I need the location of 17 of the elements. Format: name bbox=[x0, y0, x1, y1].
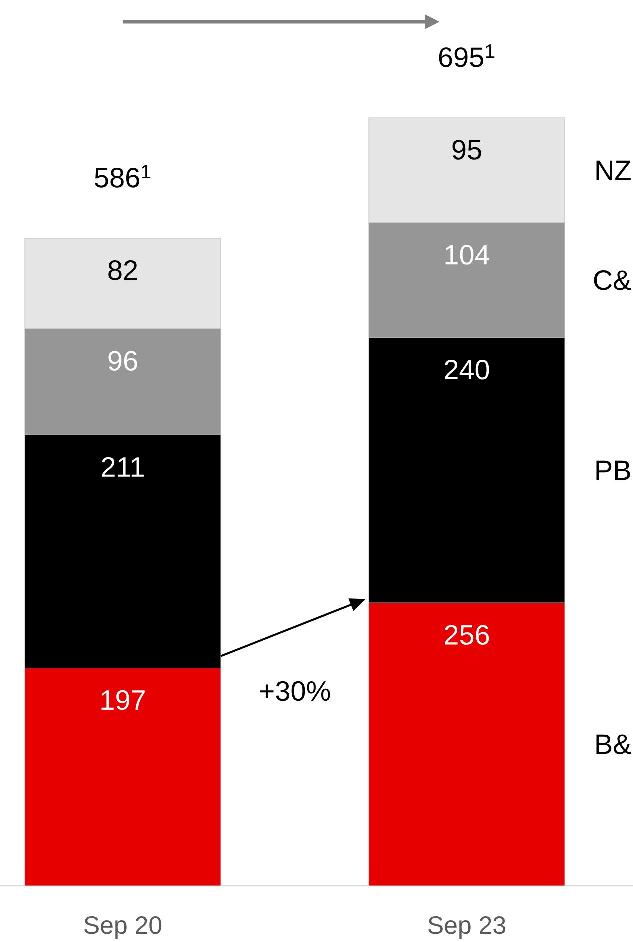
data-label: 104 bbox=[446, 245, 490, 265]
total-label: 695$^{1}$ bbox=[439, 44, 495, 68]
data-label: 96 bbox=[108, 351, 138, 371]
series-label: PB bbox=[596, 460, 630, 480]
data-label: 256 bbox=[445, 625, 490, 646]
data-label: 82 bbox=[108, 260, 138, 280]
series-label: NZ bbox=[596, 160, 631, 180]
data-label: 211 bbox=[102, 457, 144, 477]
data-label: 240 bbox=[445, 360, 490, 380]
x-tick-label: Sep 23 bbox=[428, 916, 506, 940]
series-label: B& bbox=[596, 734, 632, 754]
data-label: 95 bbox=[452, 140, 482, 160]
series-label: C& bbox=[594, 270, 632, 290]
annotation: +30% bbox=[260, 681, 330, 702]
x-tick-label: Sep 20 bbox=[84, 916, 162, 940]
data-label: 197 bbox=[102, 690, 145, 710]
total-label: 586$^{1}$ bbox=[95, 165, 151, 188]
